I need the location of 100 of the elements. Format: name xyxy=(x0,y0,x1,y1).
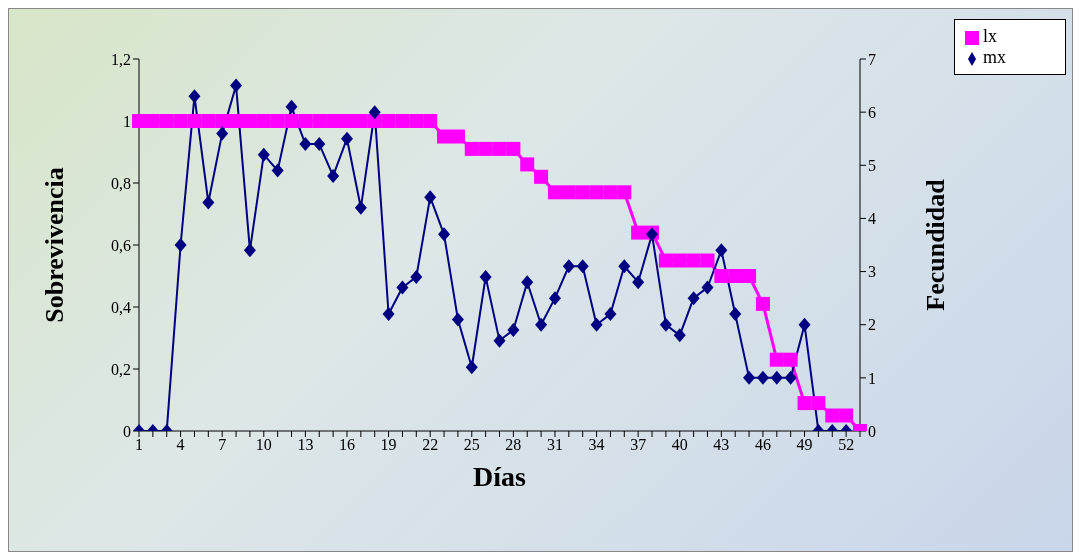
point xyxy=(395,114,410,128)
point xyxy=(256,114,271,128)
point xyxy=(839,408,854,423)
point xyxy=(534,169,549,184)
point xyxy=(464,141,479,156)
point xyxy=(243,243,256,258)
x-tick-label: 13 xyxy=(297,436,314,454)
point xyxy=(659,317,672,332)
point xyxy=(159,114,174,128)
point xyxy=(770,370,783,385)
point xyxy=(547,185,562,200)
point xyxy=(423,114,438,128)
point xyxy=(202,195,215,210)
point xyxy=(535,317,548,332)
point xyxy=(742,269,757,283)
point xyxy=(769,352,784,367)
y2-axis-title: Fecundidad xyxy=(921,178,951,311)
point xyxy=(201,114,216,128)
y-tick-label: 1 xyxy=(123,112,131,130)
point xyxy=(797,396,812,411)
point xyxy=(743,370,756,385)
point xyxy=(257,147,270,162)
point xyxy=(450,129,465,144)
point xyxy=(410,269,423,284)
point xyxy=(479,269,492,284)
x-axis-title: Días xyxy=(473,461,527,492)
point xyxy=(173,114,188,128)
point xyxy=(492,141,507,156)
y-tick-label: 0 xyxy=(123,422,131,440)
point xyxy=(312,114,327,128)
y2-tick-label: 3 xyxy=(868,263,876,281)
point xyxy=(783,352,798,367)
x-tick-label: 10 xyxy=(255,436,272,454)
point xyxy=(701,280,714,295)
point xyxy=(174,238,187,252)
point xyxy=(521,275,534,290)
point xyxy=(285,99,298,114)
point xyxy=(382,307,395,322)
point xyxy=(755,296,770,311)
x-tick-label: 37 xyxy=(630,436,647,454)
x-tick-label: 31 xyxy=(546,436,563,454)
point xyxy=(187,114,202,128)
point xyxy=(242,114,257,128)
y2-tick-label: 7 xyxy=(868,50,876,68)
point xyxy=(368,105,381,120)
point xyxy=(438,227,451,242)
x-tick-label: 25 xyxy=(463,436,480,454)
legend-label: mx xyxy=(983,47,1007,67)
point xyxy=(437,129,452,144)
x-tick-label: 16 xyxy=(338,436,355,454)
x-tick-label: 7 xyxy=(218,436,227,454)
point xyxy=(216,126,229,141)
point xyxy=(617,185,632,200)
y2-tick-label: 6 xyxy=(868,103,876,121)
point xyxy=(353,114,368,128)
point xyxy=(478,141,493,156)
point xyxy=(409,114,424,128)
x-tick-label: 19 xyxy=(380,436,397,454)
point xyxy=(825,408,840,423)
point xyxy=(784,370,797,385)
point xyxy=(506,141,521,156)
point xyxy=(589,185,604,200)
point xyxy=(811,396,826,411)
point xyxy=(381,114,396,128)
point xyxy=(520,157,535,172)
point xyxy=(507,323,520,338)
point xyxy=(271,163,284,178)
point xyxy=(756,370,769,385)
point xyxy=(575,185,590,200)
legend-label: lx xyxy=(983,26,998,46)
point xyxy=(548,291,561,306)
point xyxy=(714,269,729,283)
point xyxy=(145,114,160,128)
x-tick-label: 43 xyxy=(713,436,730,454)
point xyxy=(729,307,742,322)
point xyxy=(590,317,603,332)
y-tick-label: 0,4 xyxy=(111,298,131,316)
x-tick-label: 4 xyxy=(176,436,185,454)
point xyxy=(561,185,576,200)
y-axis-title: Sobrevivencia xyxy=(40,167,70,323)
point xyxy=(132,114,146,128)
point xyxy=(313,137,326,152)
x-tick-label: 1 xyxy=(135,436,143,454)
point xyxy=(562,259,575,274)
x-tick-label: 46 xyxy=(754,436,771,454)
y2-tick-label: 0 xyxy=(868,422,876,440)
point xyxy=(326,114,341,128)
point xyxy=(230,78,243,93)
point xyxy=(672,253,687,268)
y-tick-label: 0,8 xyxy=(111,174,131,192)
point xyxy=(465,360,478,375)
point xyxy=(424,190,437,205)
point xyxy=(284,114,299,128)
point xyxy=(229,114,244,128)
point xyxy=(673,328,686,343)
point xyxy=(188,89,201,104)
point xyxy=(298,114,313,128)
point xyxy=(327,168,340,183)
point xyxy=(687,291,700,306)
point xyxy=(618,259,631,274)
